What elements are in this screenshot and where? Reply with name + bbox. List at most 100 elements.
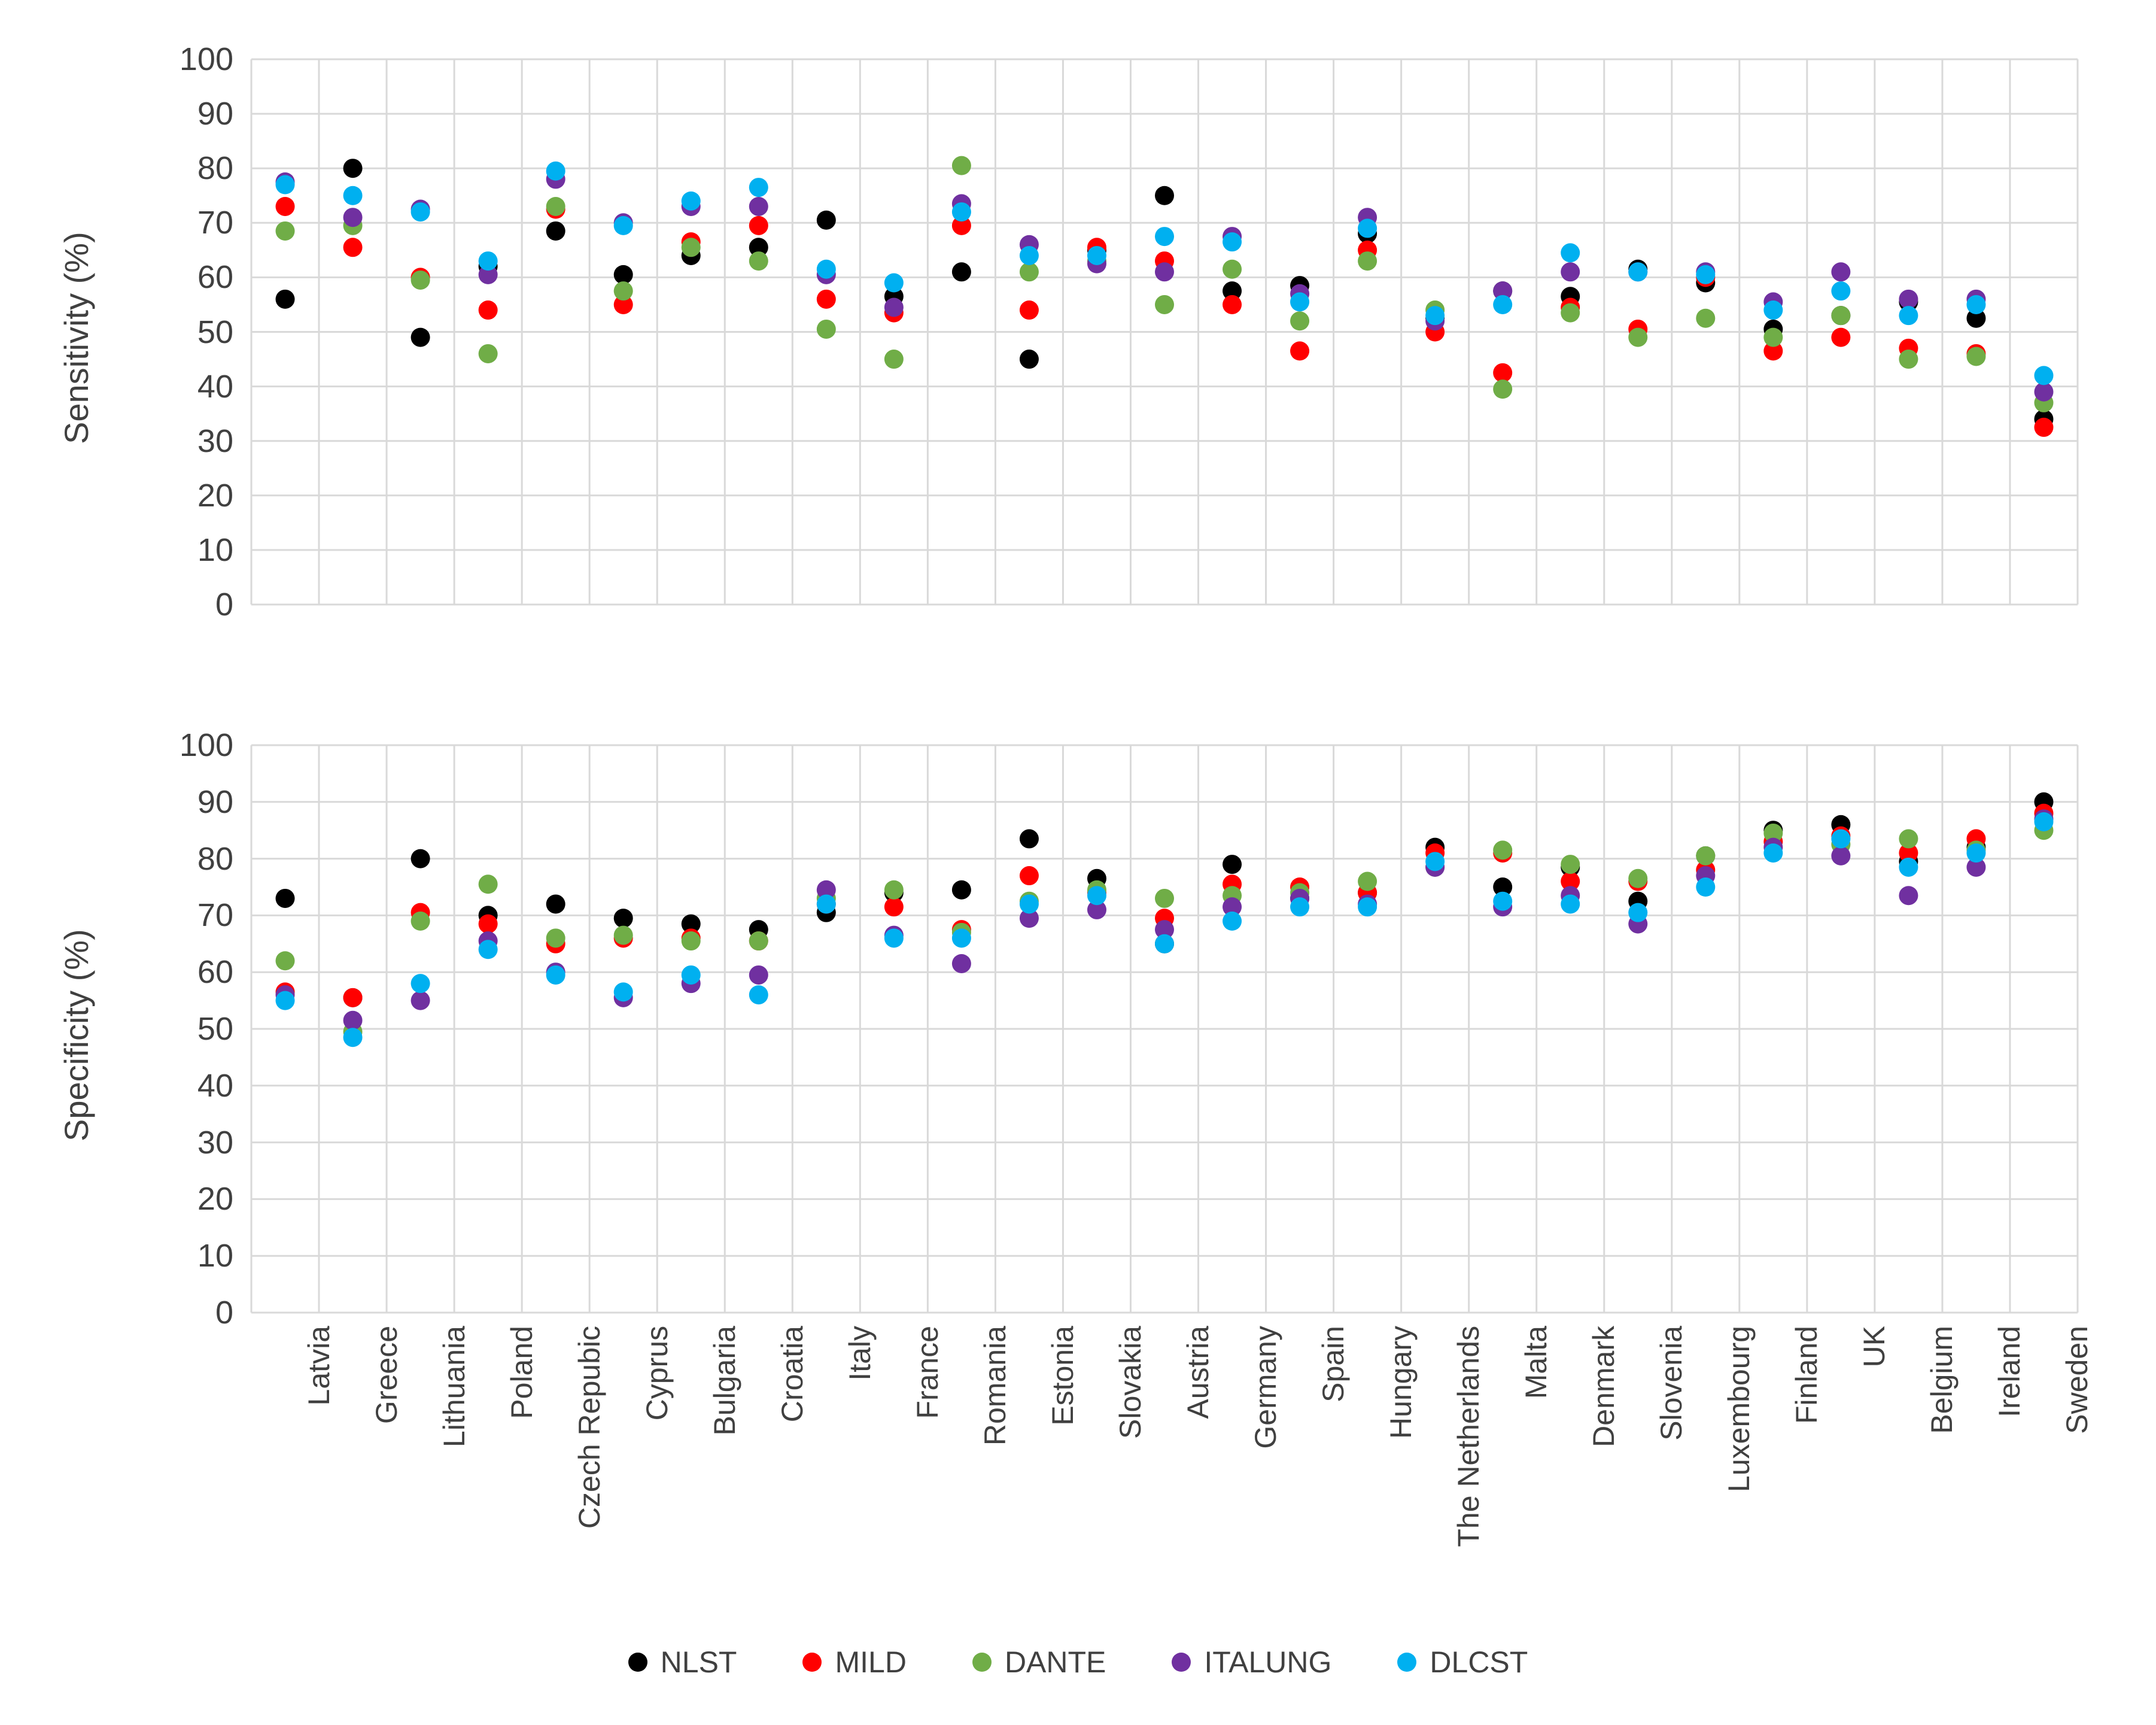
legend-label: MILD — [835, 1645, 907, 1679]
data-point-DANTE-Luxembourg — [1696, 846, 1716, 865]
y-tick-label: 50 — [197, 1011, 233, 1047]
data-point-DLCST-Slovenia — [1628, 262, 1648, 282]
y-tick-label: 20 — [197, 1181, 233, 1217]
data-point-DLCST-Cyprus — [613, 982, 633, 1002]
data-point-DANTE-Belgium — [1899, 350, 1918, 369]
data-point-DLCST-France — [884, 273, 904, 293]
data-point-DANTE-Slovenia — [1628, 327, 1648, 347]
data-point-DLCST-Sweden — [2034, 812, 2054, 831]
data-point-DANTE-Romania — [951, 156, 971, 175]
data-point-DLCST-France — [884, 928, 904, 948]
data-point-NLST-Latvia — [275, 289, 295, 309]
data-point-DLCST-Malta — [1493, 294, 1513, 314]
legend-item-italung: ITALUNG — [1172, 1645, 1331, 1680]
data-point-DLCST-Luxembourg — [1696, 265, 1716, 284]
data-point-ITALUNG-Lithuania — [410, 991, 430, 1010]
data-point-DANTE-Germany — [1223, 259, 1242, 279]
data-point-DLCST-Ireland — [1966, 294, 1986, 314]
y-tick-label: 30 — [197, 423, 233, 459]
data-point-DLCST-Austria — [1155, 227, 1174, 247]
data-point-ITALUNG-Romania — [951, 953, 971, 973]
data-point-DANTE-UK — [1831, 306, 1851, 326]
data-point-DANTE-Lithuania — [410, 270, 430, 290]
data-point-DANTE-Lithuania — [410, 911, 430, 931]
data-point-ITALUNG-Croatia — [749, 196, 768, 216]
data-point-MILD-Malta — [1493, 363, 1513, 382]
data-point-DANTE-Poland — [478, 344, 498, 363]
data-point-DANTE-Czech Repubic — [546, 928, 565, 948]
data-point-DLCST-Greece — [343, 186, 363, 205]
data-point-DLCST-Luxembourg — [1696, 877, 1716, 897]
y-tick-label: 80 — [197, 150, 233, 187]
data-point-DANTE-Belgium — [1899, 829, 1918, 849]
data-point-MILD-Poland — [478, 914, 498, 934]
data-point-DLCST-Slovakia — [1087, 245, 1106, 265]
data-point-ITALUNG-Austria — [1155, 920, 1174, 940]
y-tick-label: 70 — [197, 205, 233, 241]
data-point-DLCST-Romania — [951, 202, 971, 222]
y-tick-label: 60 — [197, 954, 233, 991]
data-point-DLCST-UK — [1831, 829, 1851, 849]
data-point-DANTE-Latvia — [275, 951, 295, 971]
data-point-DLCST-Ireland — [1966, 843, 1986, 863]
data-point-MILD-Romania — [951, 215, 971, 235]
data-point-DANTE-Bulgaria — [681, 931, 701, 951]
data-point-MILD-Germany — [1223, 294, 1242, 314]
data-point-NLST-Germany — [1223, 281, 1242, 301]
data-point-DANTE-Austria — [1155, 888, 1174, 908]
data-point-ITALUNG-Denmark — [1561, 262, 1580, 282]
data-point-ITALUNG-Austria — [1155, 262, 1174, 282]
data-point-DANTE-France — [884, 880, 904, 900]
data-point-DLCST-Croatia — [749, 985, 768, 1005]
y-tick-label: 20 — [197, 477, 233, 514]
data-point-ITALUNG-Greece — [343, 208, 363, 227]
legend-marker-italung-icon — [1172, 1653, 1191, 1672]
data-point-DLCST-Estonia — [1019, 894, 1039, 914]
data-point-MILD-Croatia — [749, 215, 768, 235]
data-point-DLCST-Italy — [816, 894, 836, 914]
data-point-MILD-Belgium — [1899, 843, 1918, 863]
y-tick-label: 10 — [197, 1238, 233, 1274]
data-point-ITALUNG-Malta — [1493, 281, 1513, 301]
data-point-DANTE-Malta — [1493, 840, 1513, 860]
data-point-MILD-Estonia — [1019, 866, 1039, 886]
data-point-DLCST-Finland — [1763, 843, 1783, 863]
data-point-NLST-Croatia — [749, 238, 768, 257]
y-tick-label: 100 — [179, 41, 233, 77]
data-point-MILD-UK — [1831, 327, 1851, 347]
data-point-DLCST-Lithuania — [410, 974, 430, 994]
data-point-DLCST-Romania — [951, 928, 971, 948]
data-point-DLCST-Cyprus — [613, 215, 633, 235]
data-point-ITALUNG-Slovakia — [1087, 900, 1106, 919]
data-point-NLST-Estonia — [1019, 350, 1039, 369]
data-point-DLCST-Malta — [1493, 891, 1513, 911]
data-point-DANTE-Czech Repubic — [546, 196, 565, 216]
data-point-NLST-Czech Repubic — [546, 894, 565, 914]
data-point-MILD-France — [884, 897, 904, 917]
data-point-DANTE-Bulgaria — [681, 238, 701, 257]
data-point-DLCST-Spain — [1290, 292, 1310, 312]
data-point-MILD-Cyprus — [613, 294, 633, 314]
data-point-DLCST-UK — [1831, 281, 1851, 301]
data-point-DANTE-Austria — [1155, 294, 1174, 314]
legend-marker-dante-icon — [972, 1653, 992, 1672]
y-tick-label: 10 — [197, 532, 233, 568]
y-tick-label: 50 — [197, 314, 233, 350]
y-tick-label: 100 — [179, 727, 233, 763]
legend-label: ITALUNG — [1204, 1645, 1332, 1679]
data-point-DANTE-Malta — [1493, 379, 1513, 399]
data-point-DANTE-Ireland — [1966, 347, 1986, 366]
data-point-MILD-Denmark — [1561, 871, 1580, 891]
legend-item-mild: MILD — [802, 1645, 907, 1680]
data-point-DANTE-Hungary — [1358, 251, 1377, 271]
data-point-NLST-Romania — [951, 262, 971, 282]
data-point-DANTE-Finland — [1763, 823, 1783, 843]
data-point-NLST-Lithuania — [410, 849, 430, 868]
data-point-NLST-Estonia — [1019, 829, 1039, 849]
data-point-DANTE-Denmark — [1561, 303, 1580, 323]
data-point-ITALUNG-UK — [1831, 846, 1851, 865]
data-point-ITALUNG-Greece — [343, 1010, 363, 1030]
data-point-DLCST-Hungary — [1358, 218, 1377, 238]
